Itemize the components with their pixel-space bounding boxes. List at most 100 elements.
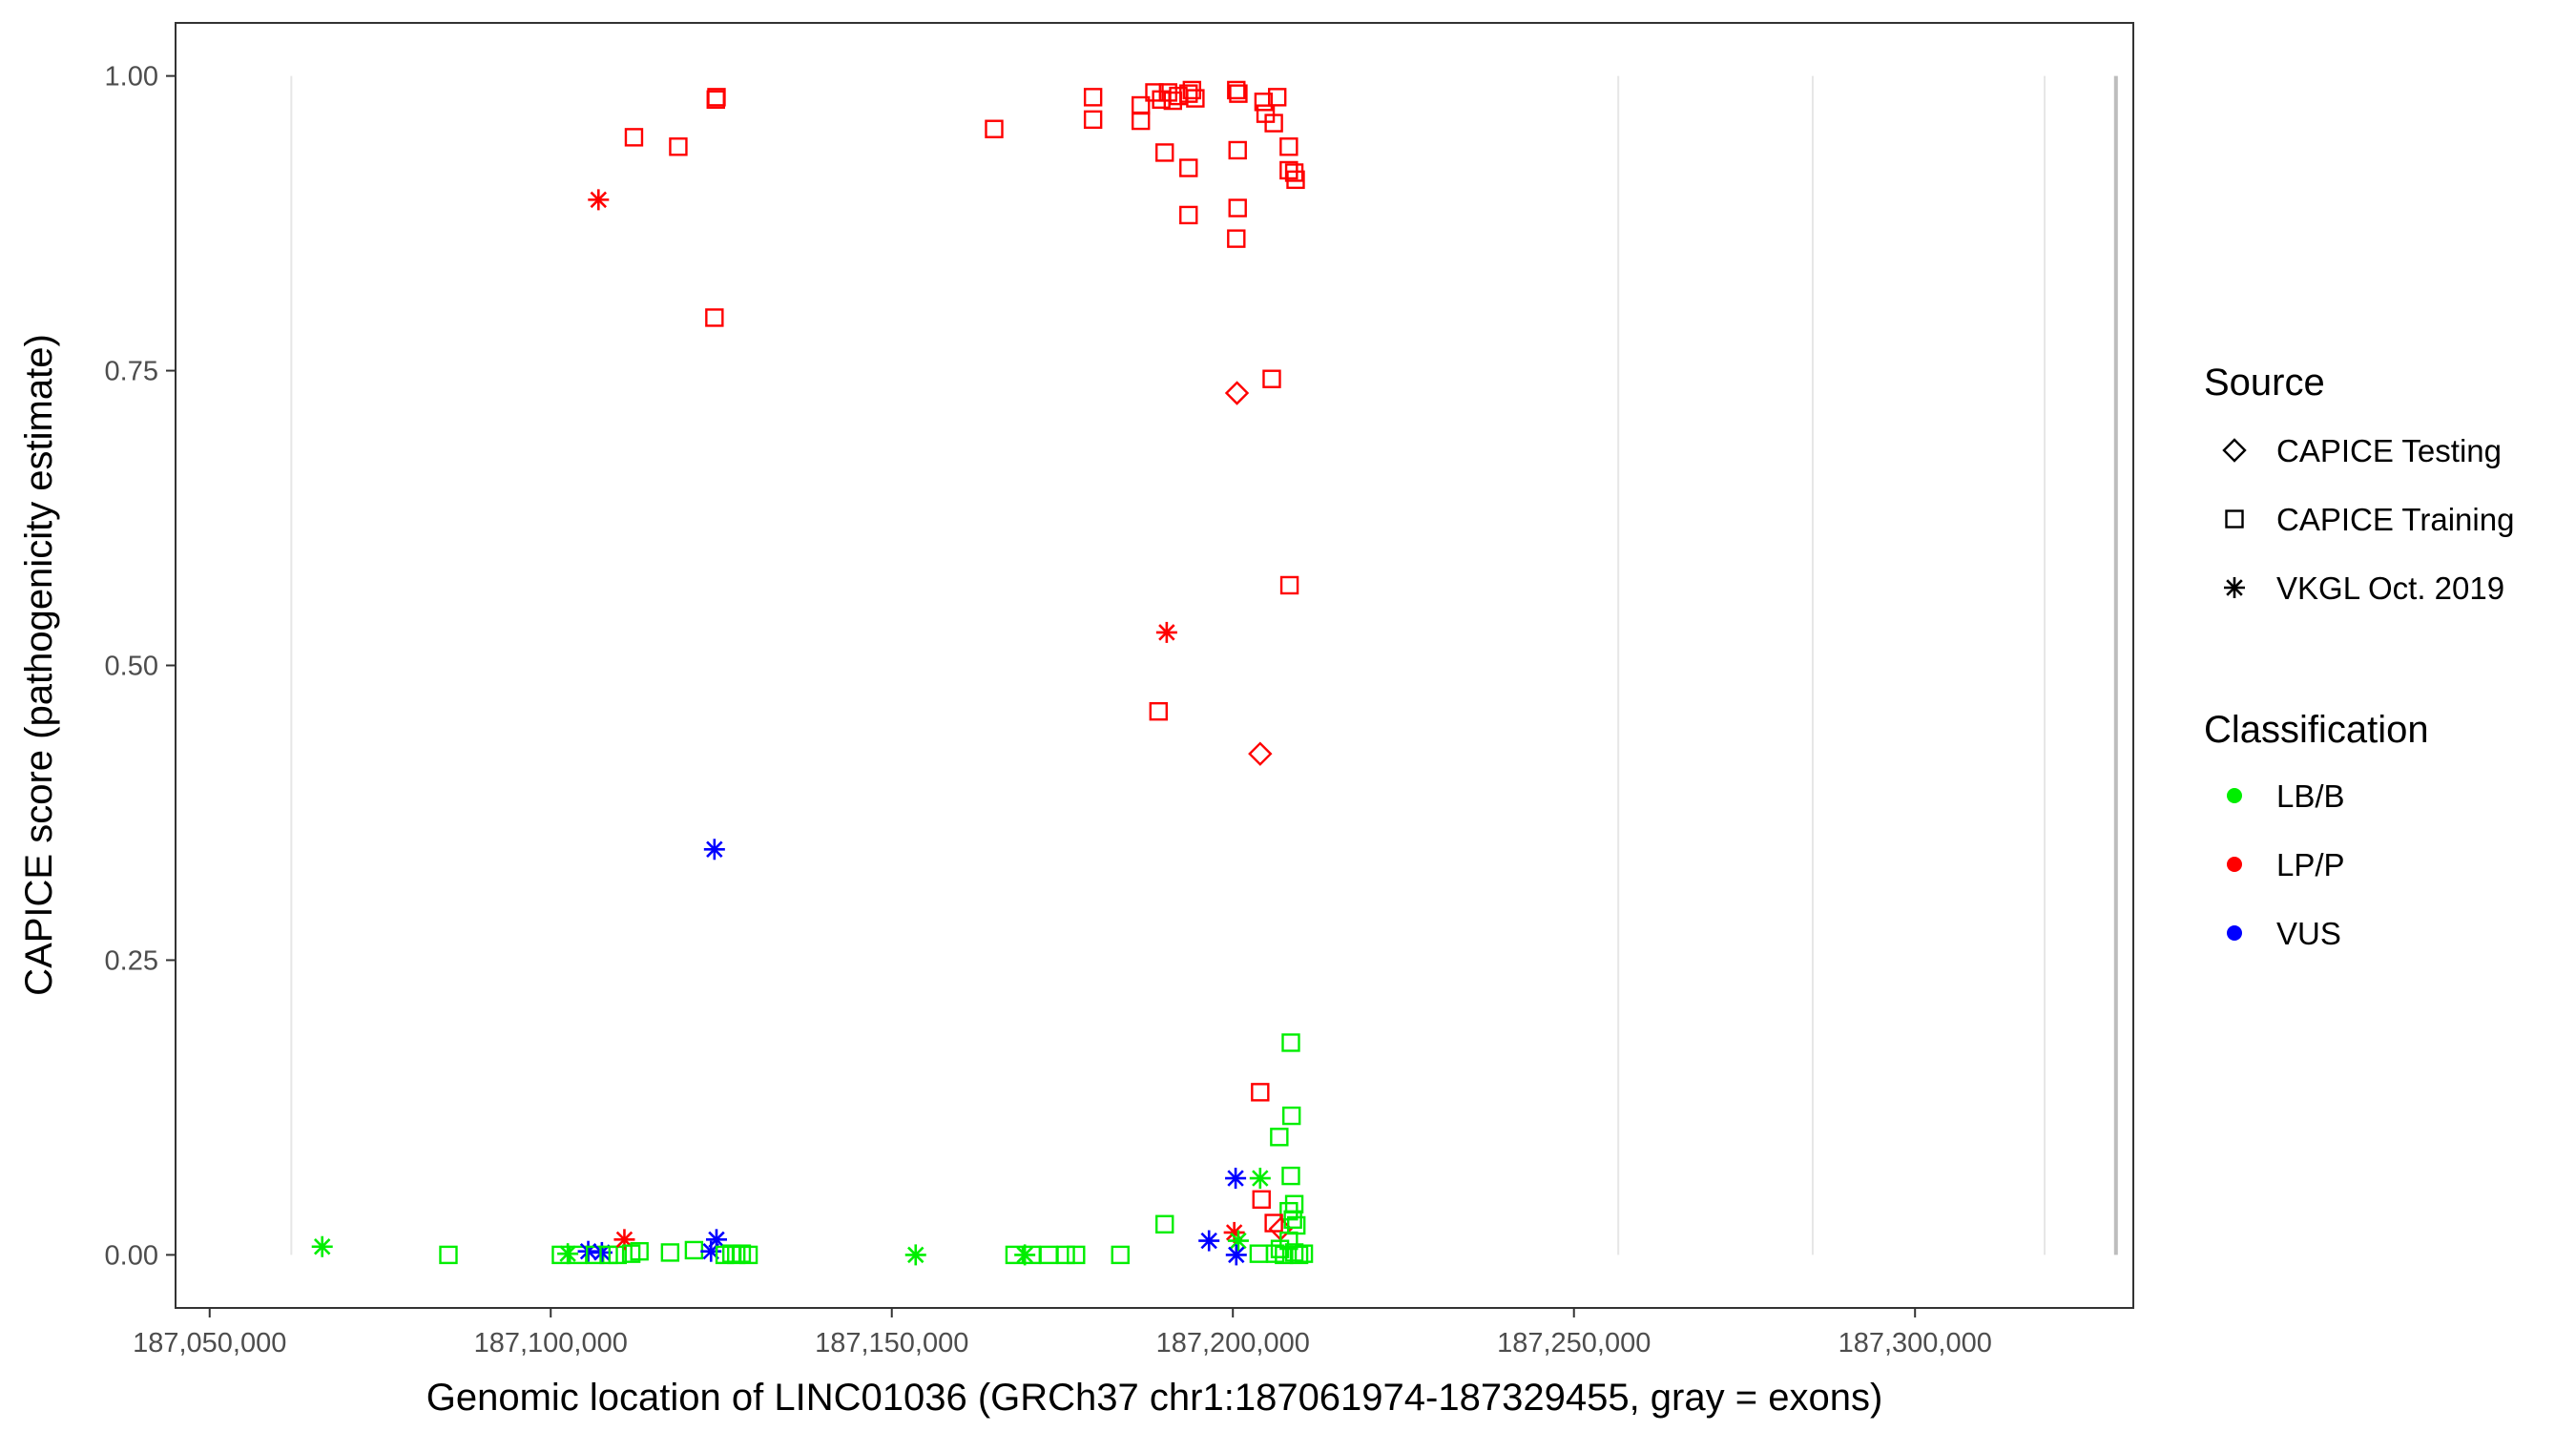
plot-panel bbox=[176, 23, 2133, 1308]
x-tick-label: 187,300,000 bbox=[1839, 1328, 1992, 1358]
data-point bbox=[1281, 1166, 1300, 1186]
data-point bbox=[1286, 170, 1305, 190]
data-point bbox=[1248, 741, 1273, 766]
legend-source-key bbox=[2225, 509, 2244, 529]
legend-classification-label: LB/B bbox=[2276, 778, 2345, 814]
legend-classification-item: LP/P bbox=[2227, 847, 2345, 882]
data-point bbox=[1254, 93, 1274, 112]
data-point bbox=[1067, 1245, 1086, 1265]
data-point bbox=[630, 1241, 649, 1261]
legend-classification-key bbox=[2227, 857, 2242, 872]
data-point bbox=[1155, 621, 1177, 643]
data-point bbox=[1225, 1168, 1247, 1190]
x-tick-label: 187,150,000 bbox=[815, 1328, 968, 1358]
data-point bbox=[1279, 160, 1298, 180]
legend-classification-label: LP/P bbox=[2276, 847, 2345, 882]
data-point bbox=[1282, 1106, 1301, 1126]
data-point bbox=[1155, 143, 1174, 162]
data-point bbox=[1111, 1245, 1130, 1265]
legend-source-key bbox=[2224, 577, 2245, 598]
legend-source-label: CAPICE Training bbox=[2276, 502, 2514, 537]
data-point bbox=[1056, 1245, 1075, 1265]
data-point bbox=[1279, 575, 1299, 595]
x-tick-label: 187,200,000 bbox=[1156, 1328, 1310, 1358]
data-point bbox=[904, 1244, 926, 1266]
data-point bbox=[588, 189, 610, 211]
legend: Source CAPICE Testing CAPICE Training VKGL… bbox=[2204, 362, 2514, 951]
data-point bbox=[669, 137, 688, 156]
data-point bbox=[1227, 80, 1246, 100]
data-point bbox=[1249, 1168, 1271, 1190]
data-point bbox=[1132, 111, 1151, 131]
data-point bbox=[738, 1245, 758, 1265]
y-axis: 0.00 0.25 0.50 0.75 1.00 bbox=[105, 62, 176, 1271]
x-axis-title: Genomic location of LINC01036 (GRCh37 ch… bbox=[426, 1377, 1883, 1419]
data-point bbox=[1228, 198, 1247, 218]
x-tick-label: 187,100,000 bbox=[474, 1328, 628, 1358]
x-axis: 187,050,000 187,100,000 187,150,000 187,200… bbox=[133, 1308, 1992, 1358]
data-point bbox=[705, 308, 724, 327]
legend-source-item: CAPICE Testing bbox=[2222, 433, 2502, 468]
legend-classification-item: LB/B bbox=[2227, 778, 2345, 814]
data-point bbox=[1289, 1245, 1309, 1265]
data-point bbox=[1083, 88, 1103, 107]
legend-classification-label: VUS bbox=[2276, 916, 2341, 951]
data-point bbox=[624, 128, 644, 147]
legend-classification-item: VUS bbox=[2227, 916, 2341, 951]
y-tick-label: 0.25 bbox=[105, 945, 158, 976]
data-point bbox=[1252, 1190, 1271, 1210]
x-tick-label: 187,250,000 bbox=[1497, 1328, 1651, 1358]
exon-lines bbox=[290, 75, 2118, 1255]
data-point bbox=[1179, 158, 1198, 177]
data-point bbox=[1294, 1244, 1314, 1263]
legend-source-items: CAPICE Testing CAPICE Training VKGL Oct. 2… bbox=[2222, 433, 2514, 606]
data-point bbox=[1179, 205, 1198, 225]
y-tick-label: 0.75 bbox=[105, 357, 158, 387]
legend-classification-key bbox=[2227, 788, 2242, 803]
y-tick-label: 0.00 bbox=[105, 1240, 158, 1271]
y-axis-title: CAPICE score (pathogenicity estimate) bbox=[18, 334, 60, 996]
data-point bbox=[1264, 114, 1283, 133]
data-point bbox=[1279, 137, 1298, 156]
data-point bbox=[1179, 84, 1198, 103]
legend-source-key bbox=[2222, 438, 2247, 463]
legend-source-item: VKGL Oct. 2019 bbox=[2224, 570, 2504, 606]
data-point bbox=[1267, 88, 1287, 107]
data-point bbox=[1284, 1243, 1304, 1262]
data-point bbox=[707, 88, 726, 107]
data-point bbox=[1251, 1083, 1270, 1102]
y-tick-label: 0.50 bbox=[105, 652, 158, 682]
data-point bbox=[703, 839, 725, 861]
legend-source-label: CAPICE Testing bbox=[2276, 433, 2502, 468]
data-point bbox=[660, 1243, 680, 1262]
data-point bbox=[439, 1245, 458, 1265]
data-point bbox=[985, 119, 1004, 138]
legend-source-item: CAPICE Training bbox=[2225, 502, 2514, 537]
legend-classification-items: LB/B LP/P VUS bbox=[2227, 778, 2345, 951]
data-point bbox=[1279, 1231, 1298, 1251]
legend-source-label: VKGL Oct. 2019 bbox=[2276, 570, 2504, 606]
data-point bbox=[1186, 89, 1205, 108]
x-tick-label: 187,050,000 bbox=[133, 1328, 286, 1358]
y-tick-label: 1.00 bbox=[105, 62, 158, 93]
data-point bbox=[1262, 369, 1281, 388]
data-point bbox=[557, 1243, 579, 1265]
data-point bbox=[1227, 229, 1246, 248]
data-point bbox=[1275, 1245, 1294, 1265]
data-point bbox=[1270, 1128, 1289, 1147]
data-point bbox=[1229, 84, 1248, 103]
data-point bbox=[727, 1245, 746, 1265]
data-points bbox=[311, 80, 1314, 1266]
data-point bbox=[1281, 1033, 1300, 1052]
data-point bbox=[1283, 1210, 1302, 1230]
data-point bbox=[1155, 1214, 1174, 1234]
legend-classification-title: Classification bbox=[2204, 709, 2429, 751]
data-point bbox=[1224, 381, 1250, 405]
legend-classification-key bbox=[2227, 925, 2242, 941]
data-point bbox=[311, 1235, 333, 1257]
data-point bbox=[1149, 701, 1168, 721]
data-point bbox=[1227, 1230, 1249, 1252]
data-point bbox=[1083, 110, 1103, 130]
data-point bbox=[732, 1244, 752, 1263]
